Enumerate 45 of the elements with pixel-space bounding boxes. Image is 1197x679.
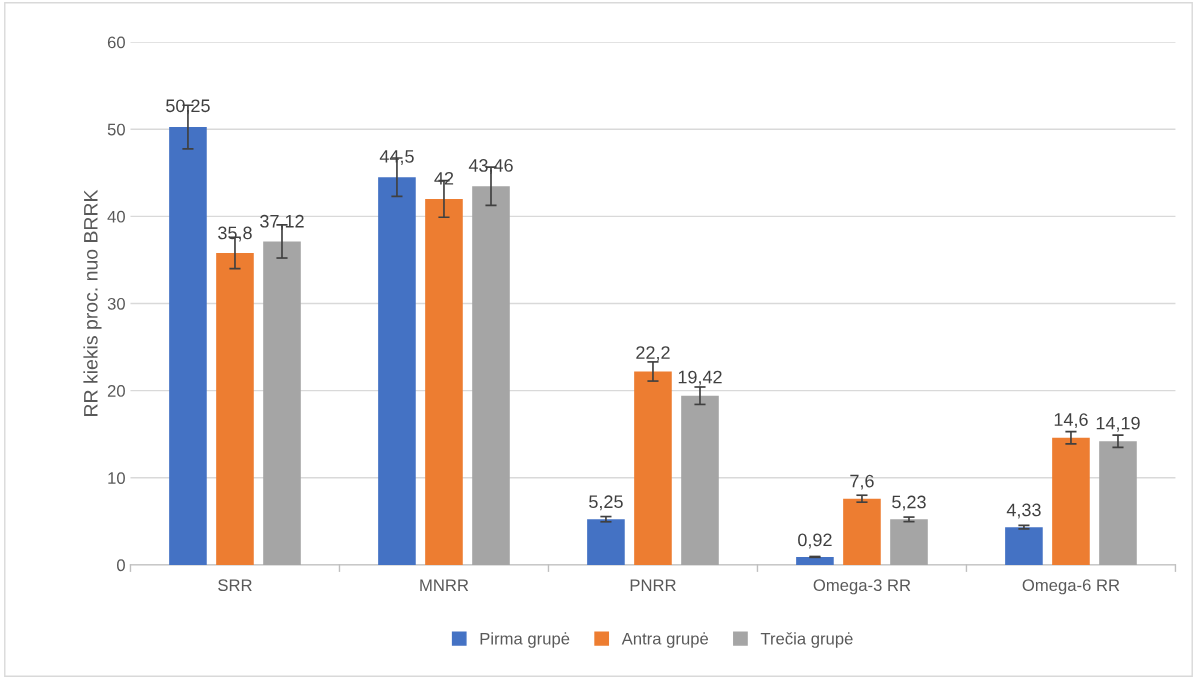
data-label: 35,8 (218, 226, 252, 242)
bar (890, 519, 928, 565)
bar (169, 127, 207, 565)
y-tick-label: 30 (107, 297, 125, 310)
bar (472, 186, 510, 565)
bar (843, 498, 881, 565)
legend-label: Pirma grupė (480, 632, 570, 648)
y-tick-label: 40 (107, 210, 125, 223)
x-tick-label: PNRR (630, 579, 676, 591)
x-tick-label: SRR (218, 579, 252, 592)
legend-label: Trečia grupė (760, 632, 853, 648)
y-axis-title: RR kiekis proc. nuo BRRK (83, 189, 102, 416)
bar (425, 198, 463, 565)
y-tick-label: 50 (107, 123, 125, 136)
y-tick-label: 60 (107, 36, 125, 49)
bar (1099, 441, 1137, 565)
bar (378, 177, 416, 565)
data-label: 37,12 (260, 214, 304, 230)
y-tick-label: 0 (116, 559, 125, 572)
bar (587, 519, 625, 565)
data-label: 5,25 (589, 495, 623, 511)
data-label: 44,5 (379, 150, 414, 165)
bar (796, 556, 834, 565)
data-label: 14,19 (1096, 416, 1140, 432)
bar (263, 241, 301, 565)
data-label: 4,33 (1006, 503, 1041, 519)
bar (1005, 527, 1043, 565)
data-label: 50,25 (166, 99, 210, 115)
bar (216, 252, 254, 565)
bar (1052, 437, 1090, 565)
data-label: 19,42 (678, 370, 722, 386)
data-label: 14,6 (1054, 413, 1088, 429)
data-label: 7,6 (850, 474, 874, 490)
legend-label: Antra grupė (621, 632, 709, 648)
x-tick-label: Omega-6 RR (1022, 579, 1120, 595)
bar (634, 371, 672, 565)
y-tick-label: 20 (107, 385, 125, 397)
data-label: 22,2 (636, 346, 670, 362)
data-label: 0,92 (798, 533, 832, 549)
x-tick-label: Omega-3 RR (813, 579, 911, 595)
bar (681, 395, 719, 565)
x-tick-label: MNRR (420, 579, 469, 591)
y-tick-label: 10 (108, 472, 125, 484)
data-label: 43,46 (468, 159, 513, 174)
data-label: 5,23 (892, 495, 926, 511)
